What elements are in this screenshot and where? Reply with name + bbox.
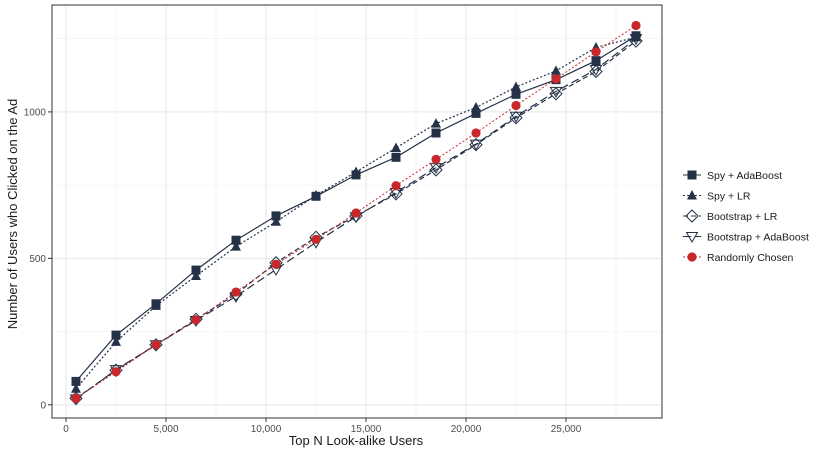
legend-key-marker (687, 252, 697, 262)
data-point (549, 87, 563, 101)
legend-key-marker (685, 209, 699, 223)
x-tick-label: 20,000 (451, 424, 482, 435)
legend-key-marker (687, 190, 697, 200)
legend-key-marker (685, 232, 699, 243)
data-point (191, 270, 201, 280)
legend-item: Randomly Chosen (683, 252, 794, 264)
data-point (191, 265, 201, 275)
y-tick-label: 500 (29, 254, 46, 265)
data-point (311, 234, 321, 244)
legend-label: Bootstrap + AdaBoost (707, 231, 809, 243)
data-point (631, 20, 641, 31)
data-point (509, 111, 523, 123)
series-randomly-chosen (71, 20, 641, 403)
legend-item: Bootstrap + LR (683, 209, 778, 223)
data-point (231, 235, 241, 245)
legend-item: Spy + AdaBoost (683, 170, 782, 182)
data-point (591, 47, 601, 57)
data-point (471, 108, 481, 118)
x-tick-label: 25,000 (551, 424, 582, 435)
data-point (469, 139, 483, 151)
data-point (629, 34, 643, 46)
x-tick-label: 10,000 (251, 424, 282, 435)
plot-border (51, 4, 663, 419)
data-point (391, 142, 401, 152)
series-line (75, 25, 637, 399)
data-point (589, 64, 603, 76)
data-point (551, 74, 561, 84)
data-point (311, 189, 321, 200)
data-point (151, 300, 161, 310)
legend-label: Spy + AdaBoost (707, 170, 782, 182)
data-point (511, 100, 521, 111)
data-point (511, 89, 521, 99)
data-point (511, 81, 521, 92)
data-point (591, 56, 601, 66)
series-line (75, 38, 637, 400)
y-tick-label: 0 (40, 400, 46, 411)
data-point (231, 241, 241, 251)
data-point (111, 367, 121, 377)
data-point (111, 330, 121, 340)
legend-item: Spy + LR (683, 190, 751, 202)
data-point (151, 340, 161, 350)
data-point (431, 128, 441, 138)
data-point (71, 376, 81, 386)
data-point (629, 34, 643, 48)
data-point (431, 154, 441, 164)
data-point (429, 163, 443, 177)
legend-label: Spy + LR (707, 190, 751, 202)
x-tick-label: 15,000 (351, 424, 382, 435)
legend: Spy + AdaBoost Spy + LR Bootstrap + LR Boot… (683, 170, 809, 264)
data-point (71, 393, 81, 403)
x-tick-label: 5,000 (153, 424, 178, 435)
legend-item: Bootstrap + AdaBoost (683, 231, 809, 243)
data-point (271, 216, 281, 226)
data-point (191, 315, 201, 325)
x-axis-title: Top N Look-alike Users (289, 433, 424, 448)
series-spy-lr (71, 31, 641, 393)
series-layer (69, 20, 643, 406)
data-point (471, 128, 481, 138)
data-point (271, 259, 281, 269)
legend-key-marker (687, 170, 697, 180)
grid-lines (52, 5, 662, 418)
y-axis: 0 500 1000 (24, 107, 52, 411)
y-tick-label: 1000 (24, 107, 47, 118)
data-point (71, 383, 81, 393)
data-point (351, 166, 361, 176)
legend-label: Randomly Chosen (707, 252, 794, 264)
data-point (631, 31, 641, 42)
x-tick-label: 0 (63, 424, 69, 435)
data-point (589, 64, 603, 79)
data-point (431, 118, 441, 128)
data-point (231, 287, 241, 297)
data-point (471, 102, 481, 112)
data-point (551, 65, 561, 75)
legend-label: Bootstrap + LR (707, 211, 778, 223)
y-axis-title: Number of Users who Clicked on the Ad (5, 99, 20, 330)
data-point (391, 181, 401, 191)
data-point (549, 86, 563, 98)
data-point (351, 208, 361, 218)
data-point (271, 211, 281, 221)
x-axis: 0 5,000 10,000 15,000 20,000 25,000 (63, 418, 582, 435)
data-point (391, 152, 401, 162)
data-point (111, 336, 121, 346)
